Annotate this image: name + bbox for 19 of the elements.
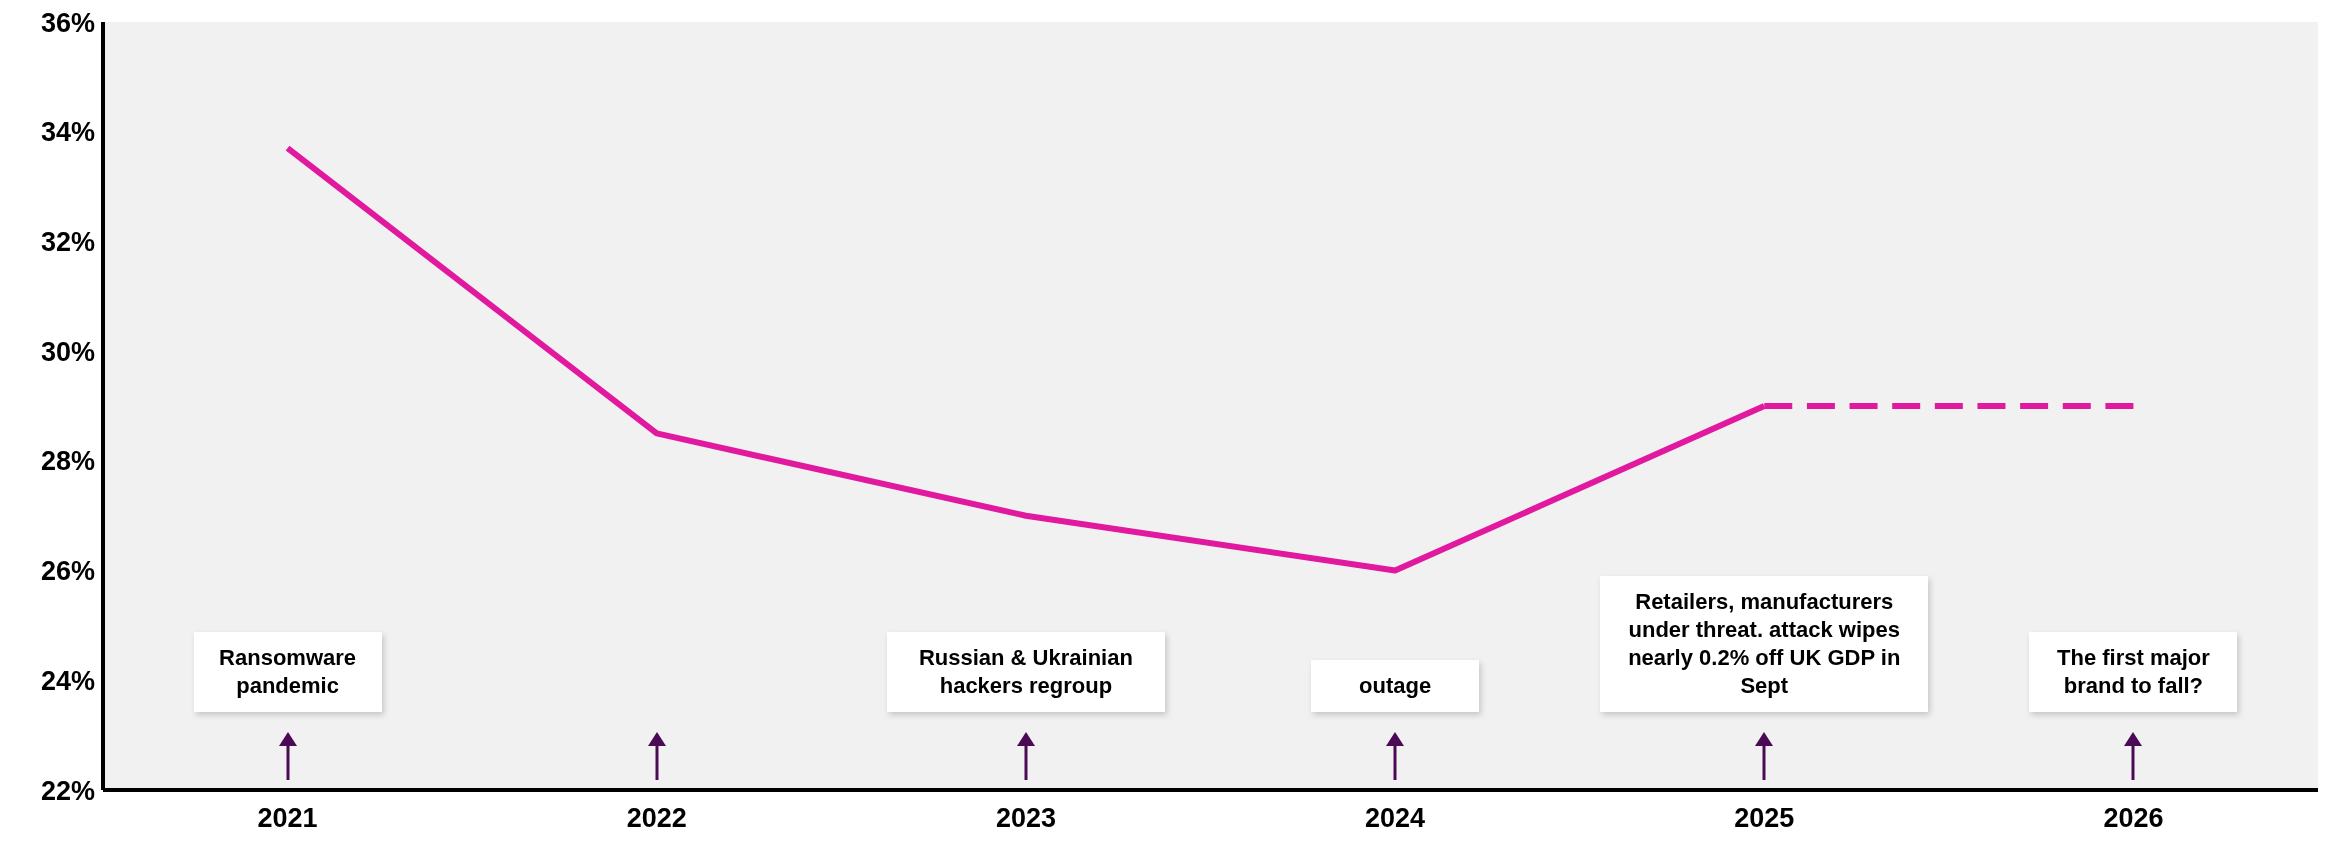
y-tick-label: 26%: [40, 556, 95, 587]
y-tick-label: 34%: [40, 117, 95, 148]
note-card: Retailers, manufacturers under threat. attack wipes nearly 0.2% off UK GDP in Sept: [1600, 576, 1929, 712]
note-card: Russian & Ukrainian hackers regroup: [886, 632, 1165, 712]
x-tick-label: 2025: [1734, 803, 1795, 834]
note-card: Ransomware pandemic: [193, 632, 382, 712]
y-tick-label: 36%: [40, 7, 95, 38]
x-tick-label: 2023: [995, 803, 1056, 834]
x-tick-label: 2022: [626, 803, 687, 834]
y-tick-label: 22%: [40, 775, 95, 806]
x-tick-label: 2026: [2103, 803, 2164, 834]
x-tick-label: 2024: [1365, 803, 1426, 834]
x-tick-label: 2021: [257, 803, 318, 834]
y-tick-label: 32%: [40, 227, 95, 258]
y-tick-label: 30%: [40, 336, 95, 367]
note-card: The first major brand to fall?: [2029, 632, 2238, 712]
note-card: outage: [1311, 660, 1480, 712]
y-tick-label: 24%: [40, 665, 95, 696]
y-tick-label: 28%: [40, 446, 95, 477]
